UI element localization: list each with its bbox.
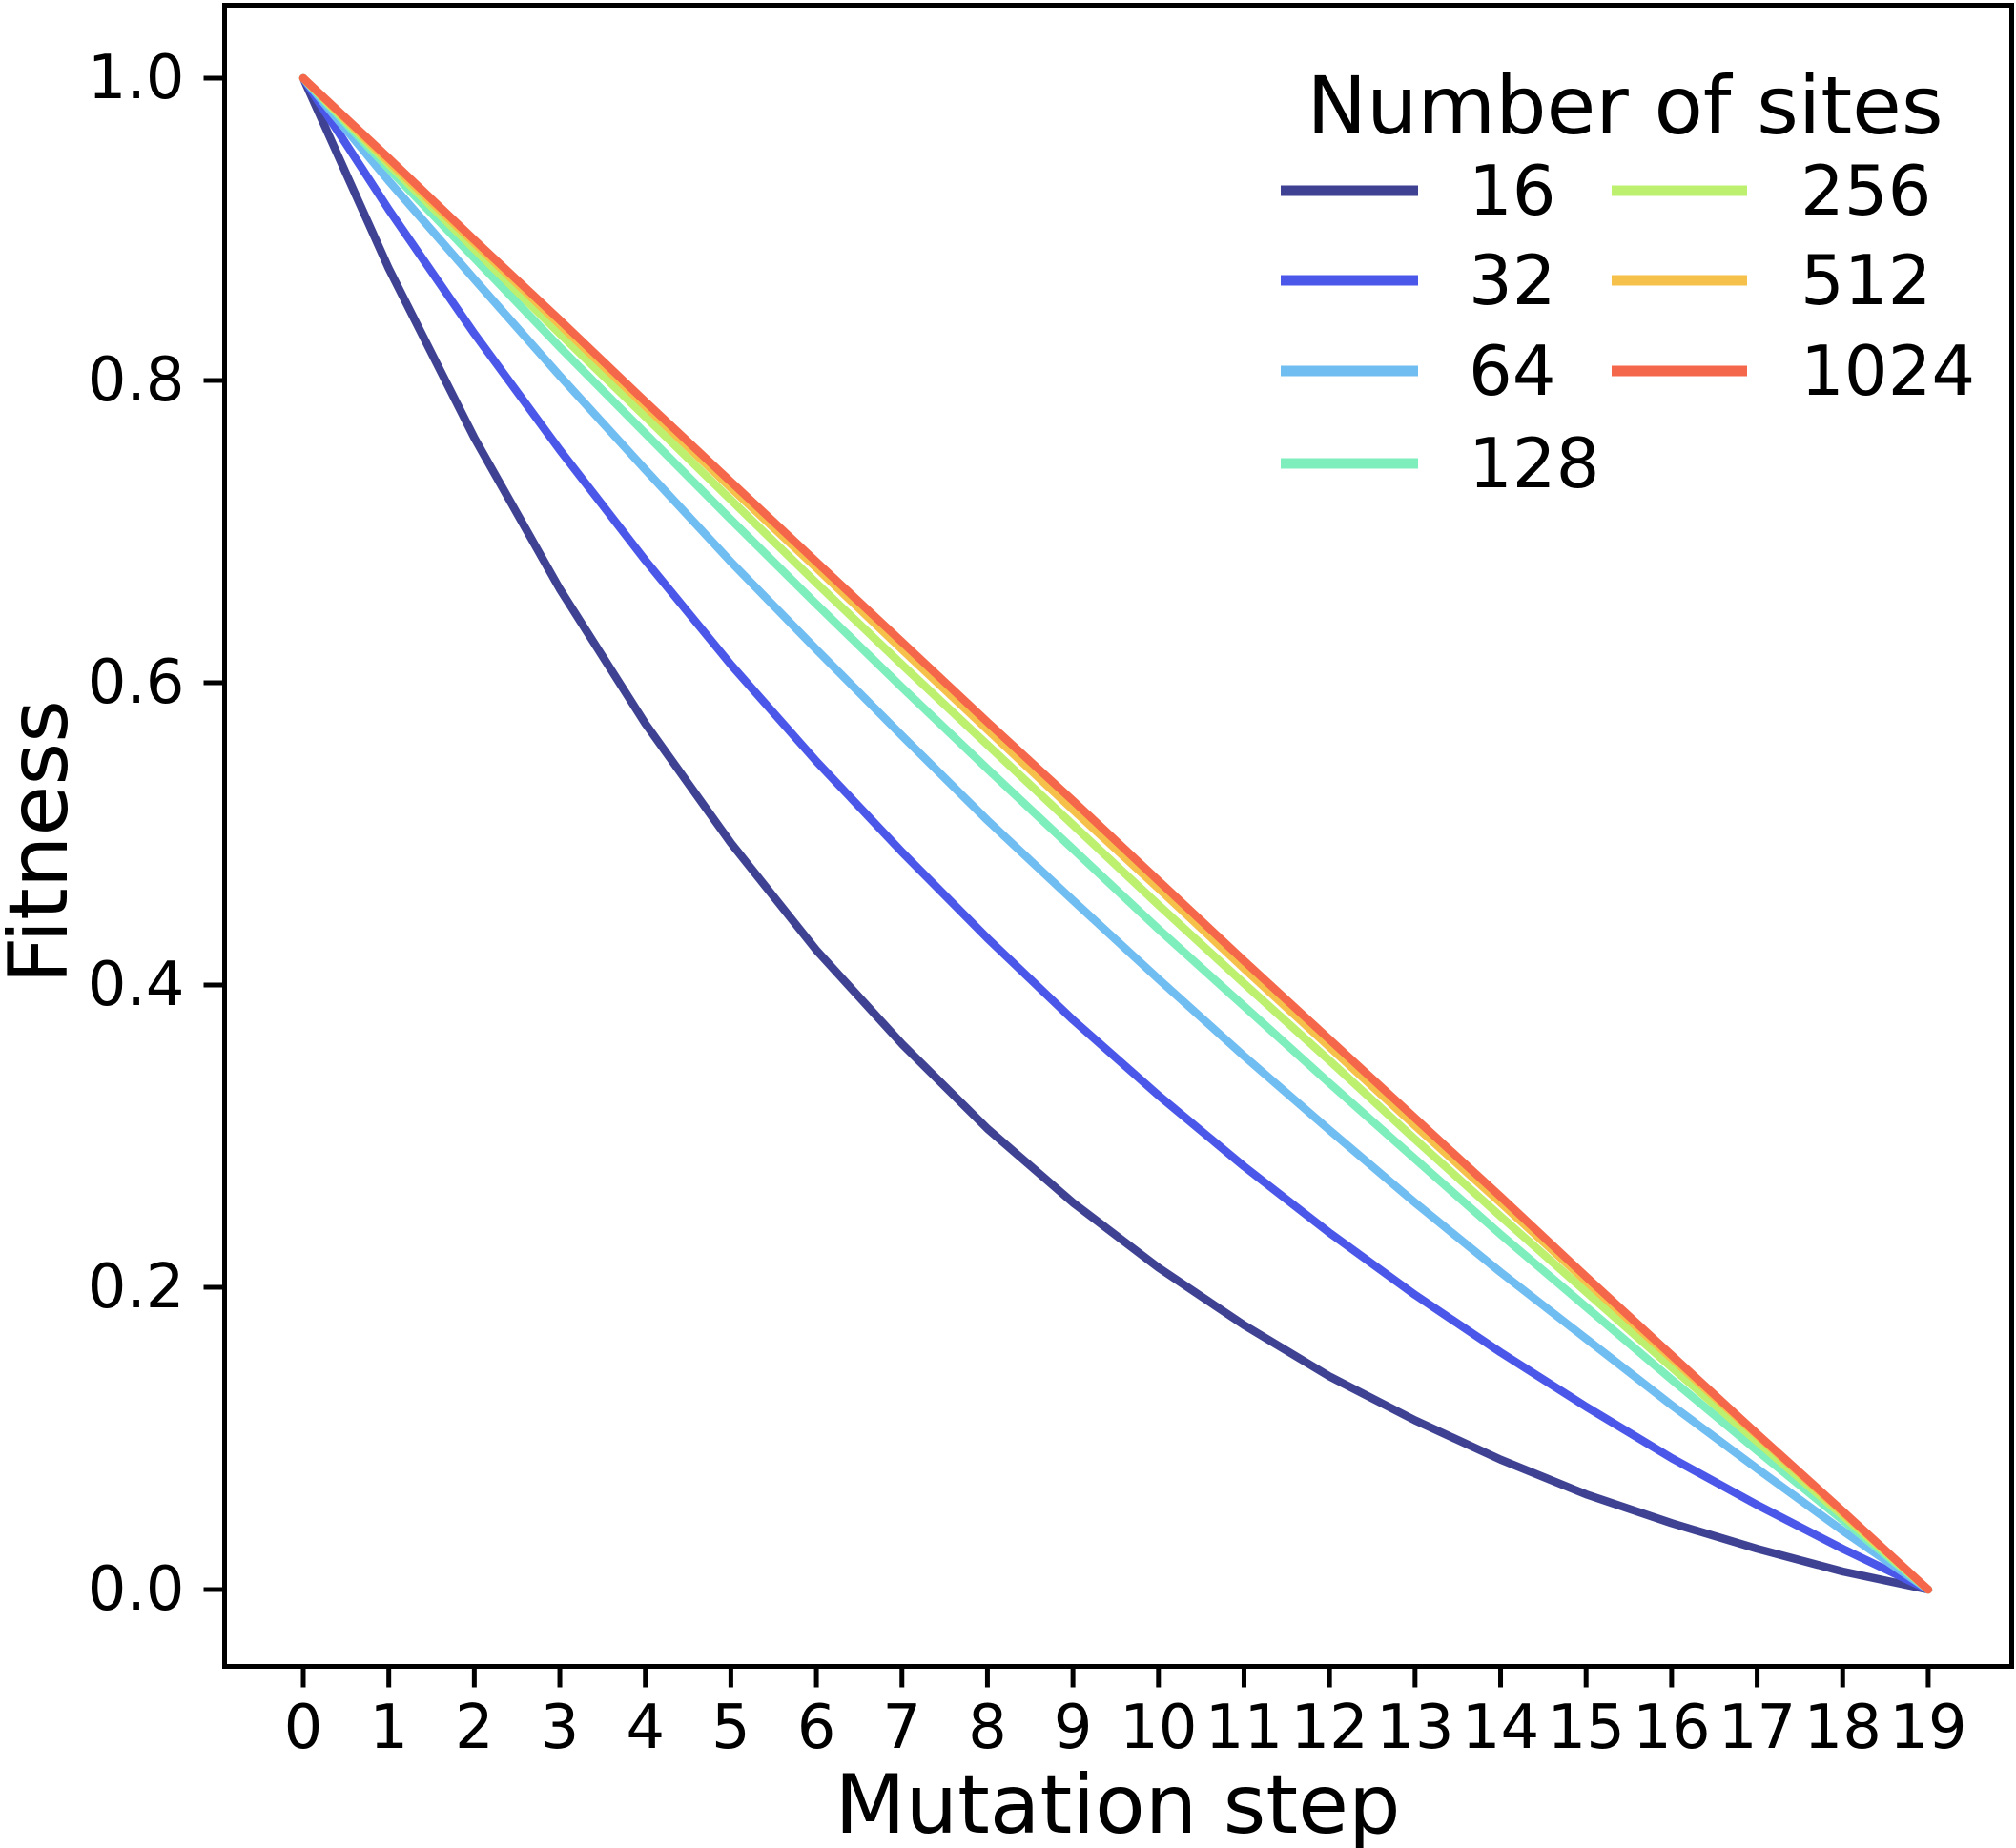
x-axis: 0 1 2 3 4 5 6 7 8 9 10 11 12 13 14 15 16 17 18 19 <box>284 1666 1967 1763</box>
curve-128 <box>298 73 1933 1594</box>
curve-256 <box>298 73 1933 1594</box>
legend-label-16: 16 <box>1469 151 1556 231</box>
x-tick-label-5: 5 <box>711 1693 751 1763</box>
x-tick-label-13: 13 <box>1376 1693 1453 1763</box>
x-tick-label-1: 1 <box>369 1693 408 1763</box>
legend-label-1024: 1024 <box>1800 331 1975 411</box>
y-tick-label-1.0: 1.0 <box>88 43 185 113</box>
x-tick-label-2: 2 <box>455 1693 494 1763</box>
plot-frame <box>222 3 2014 1669</box>
x-tick-label-6: 6 <box>797 1693 836 1763</box>
curves <box>298 73 1933 1594</box>
y-tick-label-0.0: 0.0 <box>88 1554 185 1625</box>
x-tick-label-7: 7 <box>882 1693 921 1763</box>
x-tick-label-17: 17 <box>1718 1693 1796 1763</box>
y-tick-label-0.6: 0.6 <box>88 647 185 718</box>
x-tick-label-10: 10 <box>1120 1693 1197 1763</box>
legend-label-256: 256 <box>1800 151 1931 231</box>
y-tick-label-0.8: 0.8 <box>88 345 185 416</box>
x-tick-label-16: 16 <box>1633 1693 1710 1763</box>
y-axis: 0.0 0.2 0.4 0.6 0.8 1.0 <box>88 43 225 1625</box>
x-axis-label: Mutation step <box>834 1757 1400 1848</box>
y-axis-label: Fitness <box>0 700 87 984</box>
legend-label-128: 128 <box>1469 423 1599 503</box>
x-tick-label-19: 19 <box>1889 1693 1966 1763</box>
x-tick-label-12: 12 <box>1290 1693 1368 1763</box>
x-tick-label-14: 14 <box>1462 1693 1539 1763</box>
x-tick-label-3: 3 <box>541 1693 580 1763</box>
x-tick-label-18: 18 <box>1804 1693 1882 1763</box>
curve-16 <box>298 73 1933 1594</box>
curve-1024 <box>298 73 1933 1594</box>
x-tick-label-4: 4 <box>626 1693 665 1763</box>
x-tick-label-9: 9 <box>1054 1693 1093 1763</box>
curve-32 <box>298 73 1933 1594</box>
legend-label-32: 32 <box>1469 240 1556 320</box>
y-tick-label-0.4: 0.4 <box>88 950 185 1020</box>
legend-label-64: 64 <box>1469 331 1556 411</box>
curve-64 <box>298 73 1933 1594</box>
legend-title: Number of sites <box>1306 59 1943 153</box>
x-tick-label-0: 0 <box>284 1693 323 1763</box>
legend-label-512: 512 <box>1800 240 1931 320</box>
legend-items: 16 32 64 128 256 512 1024 <box>1281 151 1975 503</box>
legend: Number of sites 16 32 64 128 256 512 1024 <box>1281 59 1975 503</box>
x-tick-label-11: 11 <box>1205 1693 1283 1763</box>
y-tick-label-0.2: 0.2 <box>88 1252 185 1323</box>
x-tick-label-15: 15 <box>1547 1693 1624 1763</box>
x-tick-label-8: 8 <box>968 1693 1007 1763</box>
